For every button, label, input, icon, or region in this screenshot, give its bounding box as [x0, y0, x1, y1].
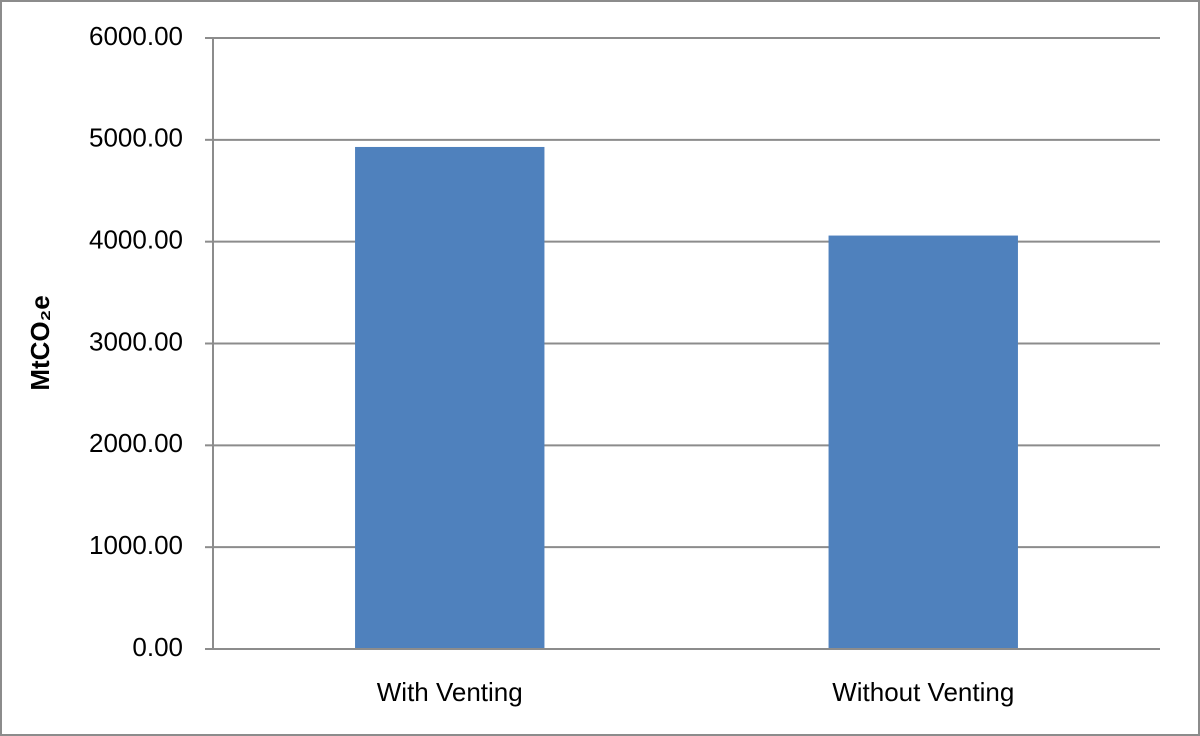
y-tick-label: 6000.00: [89, 21, 183, 51]
y-tick-label: 1000.00: [89, 530, 183, 560]
x-tick-label: Without Venting: [832, 677, 1014, 707]
y-tick-label: 0.00: [132, 632, 183, 662]
y-tick-label: 2000.00: [89, 428, 183, 458]
y-tick-label: 5000.00: [89, 123, 183, 153]
y-axis-label: MtCO₂e: [25, 295, 55, 390]
bar: [828, 235, 1018, 649]
x-tick-label: With Venting: [377, 677, 523, 707]
bar: [355, 146, 545, 649]
y-tick-label: 3000.00: [89, 326, 183, 356]
y-tick-label: 4000.00: [89, 225, 183, 255]
